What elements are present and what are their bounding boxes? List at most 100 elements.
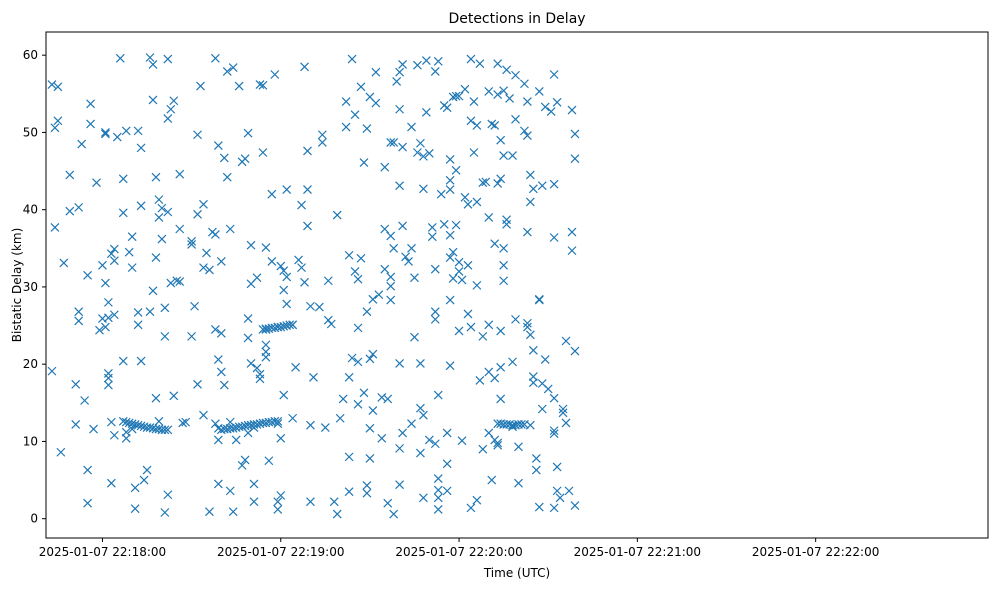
data-point xyxy=(243,314,253,324)
data-point xyxy=(496,362,506,372)
data-point xyxy=(252,273,262,283)
data-point xyxy=(237,422,247,432)
data-point xyxy=(561,418,571,428)
data-point xyxy=(520,420,529,429)
data-point xyxy=(300,277,309,287)
data-point xyxy=(395,67,405,77)
data-point xyxy=(219,153,229,163)
data-point xyxy=(74,316,84,326)
data-point xyxy=(463,260,473,270)
data-point xyxy=(549,179,559,189)
data-point xyxy=(314,302,324,312)
data-point xyxy=(549,70,559,79)
data-point xyxy=(469,148,479,157)
data-point xyxy=(145,423,155,432)
data-point xyxy=(552,97,562,107)
data-point xyxy=(109,430,119,440)
data-point xyxy=(418,410,428,420)
data-point xyxy=(520,79,529,89)
data-point xyxy=(276,433,286,443)
data-point xyxy=(193,130,202,140)
data-point xyxy=(133,308,143,317)
y-axis-ticks: 0 10 20 30 40 50 60 xyxy=(23,48,46,526)
data-point xyxy=(433,493,443,503)
data-point xyxy=(106,478,116,488)
data-point xyxy=(511,70,520,80)
data-point xyxy=(371,67,381,77)
data-point xyxy=(222,172,232,182)
x-tick-label: 2025-01-07 22:22:00 xyxy=(752,545,879,559)
data-point xyxy=(356,82,366,92)
data-point xyxy=(567,105,577,115)
data-point xyxy=(537,181,547,191)
data-point xyxy=(493,178,503,188)
data-point xyxy=(213,141,223,150)
data-point xyxy=(74,202,84,212)
data-point xyxy=(154,416,164,426)
data-point xyxy=(163,425,173,435)
data-point xyxy=(451,220,461,230)
data-point xyxy=(273,497,283,507)
data-point xyxy=(484,212,494,222)
data-point xyxy=(193,209,202,219)
data-point xyxy=(368,349,378,359)
data-point xyxy=(92,178,101,188)
data-point xyxy=(169,391,179,401)
data-point xyxy=(424,435,434,445)
data-point xyxy=(118,416,128,426)
data-point xyxy=(130,504,140,514)
data-point xyxy=(228,423,238,433)
data-point xyxy=(306,420,315,430)
data-point xyxy=(160,508,170,517)
x-axis-label: Time (UTC) xyxy=(483,566,550,580)
data-point xyxy=(136,421,146,431)
data-point xyxy=(261,243,271,252)
data-point xyxy=(445,175,455,185)
data-point xyxy=(398,428,408,438)
data-point xyxy=(273,504,283,514)
data-point xyxy=(166,278,176,288)
data-point xyxy=(365,423,375,433)
data-point xyxy=(187,331,197,341)
data-point xyxy=(80,396,90,405)
data-point xyxy=(115,53,125,63)
data-point xyxy=(460,84,470,94)
data-point xyxy=(469,97,479,106)
data-point xyxy=(522,131,532,140)
data-point xyxy=(395,480,405,490)
data-point xyxy=(282,299,292,309)
data-point xyxy=(436,189,446,199)
data-point xyxy=(347,54,357,64)
data-point xyxy=(323,276,333,286)
data-point xyxy=(282,272,292,282)
data-point xyxy=(279,285,289,295)
data-point xyxy=(540,102,550,112)
data-point xyxy=(98,260,107,270)
data-point xyxy=(109,256,119,266)
data-point xyxy=(430,439,440,449)
data-point xyxy=(145,307,155,317)
data-point xyxy=(457,436,467,446)
data-point xyxy=(121,433,131,443)
data-point xyxy=(187,240,197,249)
data-point xyxy=(306,497,315,507)
data-point xyxy=(344,452,354,462)
data-point xyxy=(522,322,532,332)
data-point xyxy=(297,263,306,273)
data-point xyxy=(415,358,425,368)
data-point xyxy=(101,322,110,332)
data-point xyxy=(496,326,506,336)
data-point xyxy=(528,184,538,194)
data-point xyxy=(270,70,280,79)
data-point xyxy=(496,394,506,404)
data-point xyxy=(552,462,562,472)
data-point xyxy=(386,295,396,305)
data-point xyxy=(148,286,158,296)
data-point xyxy=(511,314,520,324)
data-point xyxy=(439,219,449,229)
data-point xyxy=(418,493,428,503)
data-point xyxy=(139,475,149,485)
data-point xyxy=(210,53,220,63)
data-point xyxy=(213,355,223,364)
